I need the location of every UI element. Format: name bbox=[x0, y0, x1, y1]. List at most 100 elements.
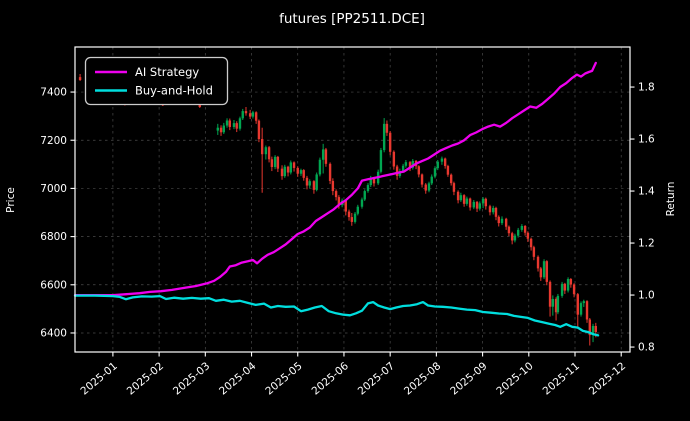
candle-body bbox=[536, 256, 540, 269]
candle-body bbox=[551, 298, 555, 307]
candle-body bbox=[585, 301, 589, 320]
candle-body bbox=[411, 160, 415, 168]
candle-body bbox=[78, 77, 82, 81]
candle-body bbox=[548, 281, 552, 307]
candle-body bbox=[302, 170, 305, 178]
return-tick-label: 0.8 bbox=[638, 342, 655, 354]
candle-body bbox=[472, 201, 476, 208]
candle-body bbox=[273, 156, 277, 167]
candle-body bbox=[462, 195, 466, 204]
candle-body bbox=[579, 303, 583, 315]
candle-body bbox=[542, 261, 546, 278]
candle-body bbox=[594, 325, 598, 333]
candle-body bbox=[257, 120, 261, 140]
candle-body bbox=[286, 166, 290, 173]
candle-body bbox=[353, 213, 357, 222]
candle-body bbox=[235, 123, 238, 129]
candle-body bbox=[526, 232, 530, 239]
price-tick-label: 7000 bbox=[40, 183, 67, 195]
candle-body bbox=[545, 261, 549, 282]
candle-body bbox=[238, 118, 242, 129]
return-tick-label: 1.2 bbox=[638, 238, 655, 250]
candle-body bbox=[572, 284, 576, 295]
plot-border bbox=[74, 46, 631, 353]
candle-body bbox=[443, 158, 447, 167]
candle-body bbox=[484, 198, 488, 207]
candle-body bbox=[228, 120, 232, 127]
candle-body bbox=[436, 161, 439, 169]
candle-body bbox=[363, 191, 366, 200]
candle-body bbox=[289, 162, 293, 173]
candle-body bbox=[334, 191, 338, 198]
candle-body bbox=[356, 206, 360, 214]
candle-body bbox=[244, 111, 248, 114]
candle-body bbox=[456, 191, 460, 201]
candle-body bbox=[417, 166, 421, 175]
price-tick-label: 6800 bbox=[40, 231, 67, 243]
legend-box: AI Strategy Buy-and-Hold bbox=[84, 56, 229, 106]
candle-body bbox=[315, 174, 318, 190]
candle-body bbox=[566, 279, 570, 291]
candle-body bbox=[324, 149, 328, 164]
price-tick-label: 6400 bbox=[40, 328, 67, 340]
candle-body bbox=[420, 174, 424, 185]
candle-body bbox=[292, 162, 296, 168]
candle-body bbox=[241, 111, 244, 119]
candle-body bbox=[366, 185, 370, 192]
candle-body bbox=[318, 159, 322, 175]
candle-body bbox=[446, 166, 450, 175]
candle-body bbox=[232, 123, 236, 127]
return-tick-label: 1.6 bbox=[638, 134, 655, 146]
return-tick-label: 1.0 bbox=[638, 290, 655, 302]
candle-body bbox=[401, 165, 405, 172]
candle-body bbox=[337, 197, 341, 206]
candle-body bbox=[296, 167, 299, 174]
candle-body bbox=[520, 226, 524, 230]
candle-body bbox=[299, 170, 303, 174]
candle-body bbox=[392, 151, 396, 167]
candle-body bbox=[468, 198, 472, 208]
candle-body bbox=[452, 183, 456, 192]
candle-body bbox=[360, 199, 364, 207]
price-tick-label: 7200 bbox=[40, 135, 67, 147]
candle-body bbox=[251, 112, 255, 117]
price-tick-label: 6600 bbox=[40, 279, 67, 291]
candle-body bbox=[372, 177, 376, 184]
candle-body bbox=[321, 149, 325, 160]
candle-body bbox=[404, 162, 408, 166]
gridlines bbox=[75, 47, 630, 352]
candle-body bbox=[497, 216, 500, 224]
candle-body bbox=[308, 181, 311, 186]
axes-spines bbox=[74, 46, 631, 353]
candle-body bbox=[507, 226, 511, 234]
candle-body bbox=[331, 180, 335, 192]
candle-body bbox=[427, 183, 431, 191]
candle-body bbox=[350, 217, 354, 222]
candle-body bbox=[283, 166, 287, 177]
candle-body bbox=[369, 177, 372, 186]
candle-body bbox=[222, 125, 226, 133]
candle-body bbox=[492, 207, 495, 213]
candle-body bbox=[408, 162, 412, 168]
candle-body bbox=[554, 298, 558, 313]
candle-body bbox=[430, 176, 433, 184]
series-line-buy-and-hold bbox=[73, 294, 600, 337]
candle-body bbox=[475, 201, 479, 209]
candle-body bbox=[481, 198, 485, 204]
candle-body bbox=[328, 163, 332, 181]
candle-body bbox=[532, 247, 536, 257]
legend-label-buy-and-hold: Buy-and-Hold bbox=[135, 84, 213, 98]
candle-body bbox=[388, 132, 392, 152]
candle-body bbox=[459, 195, 463, 201]
candle-body bbox=[270, 159, 274, 167]
series-lines-group bbox=[73, 61, 600, 337]
return-tick-label: 1.8 bbox=[638, 82, 655, 94]
return-tick-label: 1.4 bbox=[638, 186, 655, 198]
candle-body bbox=[494, 207, 498, 217]
candle-body bbox=[385, 123, 389, 133]
candle-body bbox=[523, 226, 527, 233]
price-tick-label: 7400 bbox=[40, 87, 67, 99]
legend-label-ai-strategy: AI Strategy bbox=[135, 65, 199, 79]
candle-body bbox=[280, 168, 284, 177]
